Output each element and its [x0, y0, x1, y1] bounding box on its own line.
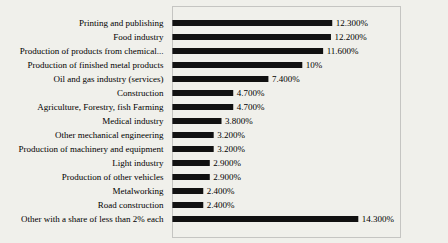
svg-text:10%: 10% — [306, 60, 323, 70]
svg-text:2.900%: 2.900% — [213, 172, 241, 182]
svg-text:3.800%: 3.800% — [225, 116, 253, 126]
svg-text:Production of products from ch: Production of products from chemical... — [20, 46, 164, 56]
svg-text:Other mechanical engineering: Other mechanical engineering — [55, 130, 164, 140]
svg-text:3.200%: 3.200% — [217, 130, 245, 140]
svg-text:Printing and publishing: Printing and publishing — [79, 18, 164, 28]
svg-text:Oil and gas industry (services: Oil and gas industry (services) — [54, 74, 164, 84]
svg-text:Food industry: Food industry — [113, 32, 164, 42]
svg-text:2.900%: 2.900% — [213, 158, 241, 168]
svg-text:4.700%: 4.700% — [237, 88, 265, 98]
svg-text:14.300%: 14.300% — [362, 214, 395, 224]
svg-text:12.200%: 12.200% — [334, 32, 367, 42]
svg-text:Production of machinery and eq: Production of machinery and equipment — [19, 144, 164, 154]
svg-text:2.400%: 2.400% — [207, 186, 235, 196]
svg-text:12.300%: 12.300% — [336, 18, 369, 28]
svg-text:4.700%: 4.700% — [237, 102, 265, 112]
svg-text:Road construction: Road construction — [98, 200, 164, 210]
svg-text:Other with a share of less tha: Other with a share of less than 2% each — [21, 214, 164, 224]
svg-text:2.400%: 2.400% — [207, 200, 235, 210]
svg-text:11.600%: 11.600% — [327, 46, 359, 56]
svg-text:Medical industry: Medical industry — [102, 116, 164, 126]
svg-text:3.200%: 3.200% — [217, 144, 245, 154]
svg-text:Agriculture, Forestry, fish Fa: Agriculture, Forestry, fish Farming — [37, 102, 164, 112]
svg-text:Construction: Construction — [117, 88, 164, 98]
svg-text:Metalworking: Metalworking — [113, 186, 164, 196]
svg-text:Production of finished metal p: Production of finished metal products — [28, 60, 164, 70]
svg-text:7.400%: 7.400% — [272, 74, 300, 84]
svg-text:Light industry: Light industry — [112, 158, 164, 168]
svg-text:Production of other vehicles: Production of other vehicles — [62, 172, 164, 182]
